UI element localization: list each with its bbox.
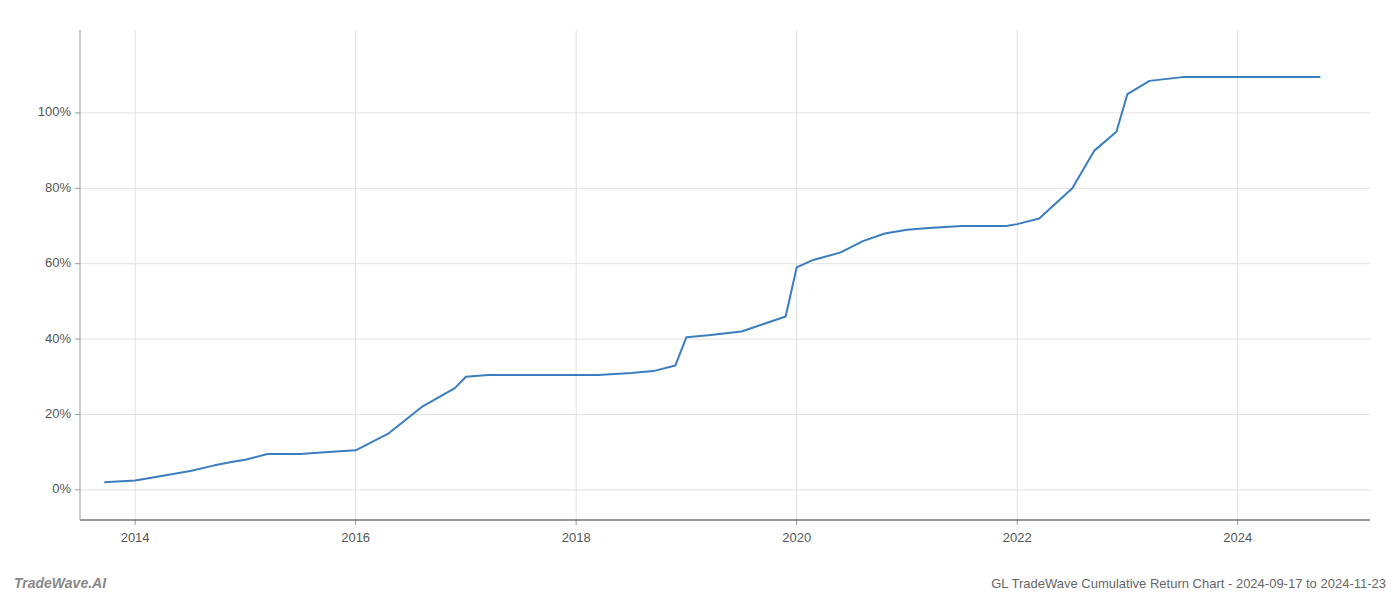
title: GL TradeWave Cumulative Return Chart - 2… <box>991 576 1386 591</box>
y-tick-label: 0% <box>52 481 71 496</box>
line <box>104 77 1320 482</box>
x-tick-label: 2024 <box>1223 530 1252 545</box>
grid <box>80 30 1370 520</box>
chart: 0% 20% 40% 60% 80% 100% 2014 2016 2018 2020 2022 20… <box>0 0 1400 600</box>
x-grid-line <box>576 30 577 520</box>
y-tick-label: 100% <box>38 104 72 119</box>
axes: 0% 20% 40% 60% 80% 100% 2014 2016 2018 2020 2022 20… <box>38 30 1370 545</box>
x-tick-label: 2014 <box>121 530 150 545</box>
y-tick-label: 60% <box>45 255 71 270</box>
x-tick <box>1237 520 1238 525</box>
x-tick-label: 2016 <box>341 530 370 545</box>
y-tick <box>75 263 80 264</box>
y-tick-label: 40% <box>45 331 71 346</box>
x-tick <box>355 520 356 525</box>
y-tick <box>75 188 80 189</box>
x-tick <box>135 520 136 525</box>
x-grid-line <box>796 30 797 520</box>
series-group <box>104 77 1320 482</box>
x-tick <box>1017 520 1018 525</box>
y-grid-line <box>80 263 1370 264</box>
y-tick <box>75 414 80 415</box>
y-tick-label: 80% <box>45 180 71 195</box>
x-axis-line <box>80 519 1370 520</box>
y-grid-line <box>80 112 1370 113</box>
x-grid-line <box>355 30 356 520</box>
y-tick-label: 20% <box>45 406 71 421</box>
y-grid-line <box>80 339 1370 340</box>
y-grid-line <box>80 414 1370 415</box>
x-tick <box>576 520 577 525</box>
x-tick-label: 2022 <box>1003 530 1032 545</box>
y-tick <box>75 339 80 340</box>
watermark: TradeWave.AI <box>14 575 107 591</box>
y-axis-line <box>80 30 81 520</box>
y-grid-line <box>80 188 1370 189</box>
x-grid-line <box>1237 30 1238 520</box>
y-tick <box>75 489 80 490</box>
x-tick-label: 2020 <box>782 530 811 545</box>
x-tick-label: 2018 <box>562 530 591 545</box>
x-grid-line <box>1017 30 1018 520</box>
y-grid-line <box>80 489 1370 490</box>
x-tick <box>796 520 797 525</box>
y-tick <box>75 112 80 113</box>
x-grid-line <box>135 30 136 520</box>
